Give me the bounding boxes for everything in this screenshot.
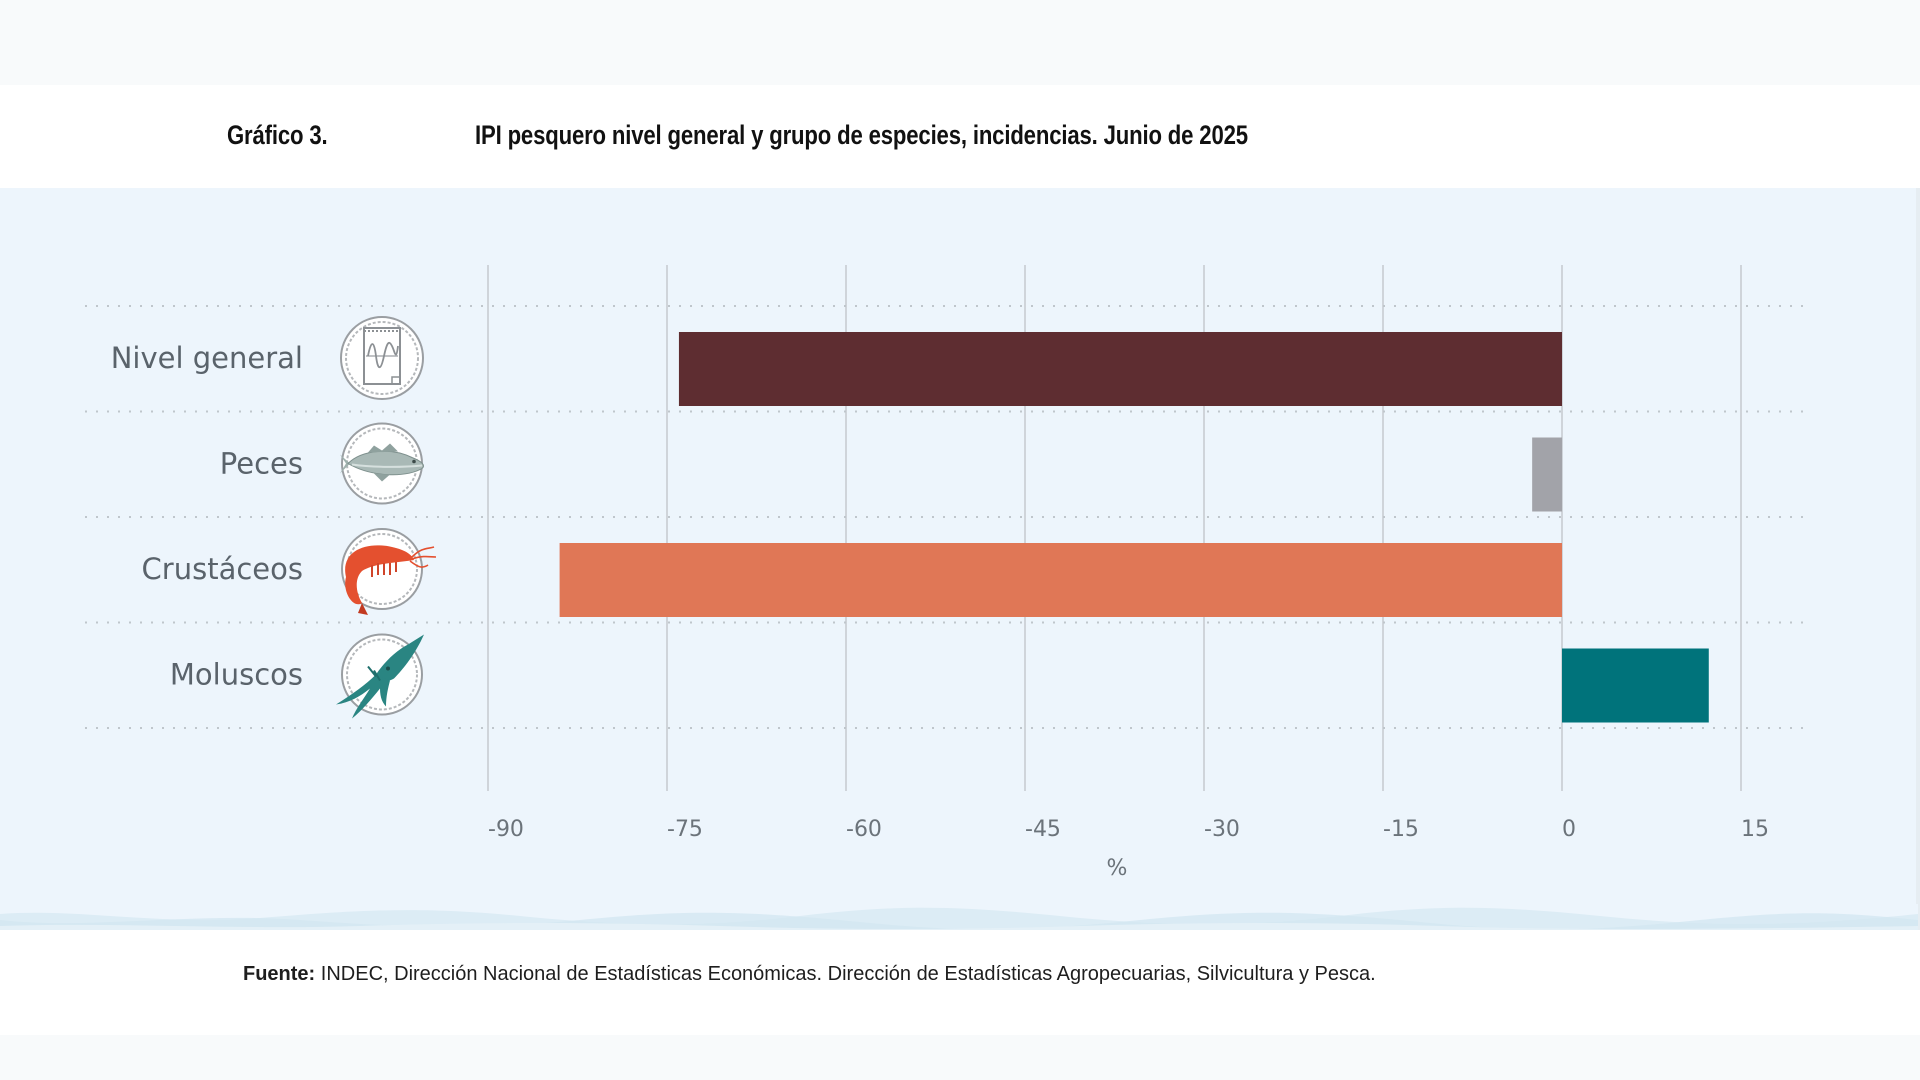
category-label: Peces: [220, 447, 303, 481]
title-band: [0, 85, 1920, 188]
category-label: Moluscos: [170, 658, 303, 692]
bar-moluscos: [1562, 648, 1709, 723]
squid-icon: [336, 633, 424, 719]
row-separators: [85, 305, 1805, 729]
shrimp-icon: [341, 528, 437, 615]
chart-document-icon: [340, 316, 424, 400]
source-text: INDEC, Dirección Nacional de Estadística…: [320, 963, 1376, 985]
x-tick-label: -30: [1204, 817, 1240, 842]
x-tick-label: 0: [1562, 817, 1576, 842]
wave-decoration: [0, 904, 1918, 932]
source-note: Fuente: INDEC, Dirección Nacional de Est…: [243, 963, 1376, 986]
x-tick-label: -45: [1025, 817, 1061, 842]
x-axis-title: %: [1107, 856, 1128, 881]
category-labels: Nivel general Peces Crustáceos Moluscos: [111, 341, 303, 692]
footer-band: [0, 930, 1920, 1035]
bar-peces: [1532, 437, 1562, 512]
panel-edge: [1916, 188, 1920, 930]
bar-crustaceos: [559, 543, 1562, 617]
x-tick-label: -60: [846, 817, 882, 842]
source-label: Fuente:: [243, 963, 316, 985]
x-tick-label: -90: [488, 817, 524, 842]
bars: [559, 332, 1709, 723]
fish-icon: [340, 422, 425, 505]
bottom-band: [0, 1035, 1920, 1080]
top-band: [0, 0, 1920, 85]
figure-title: IPI pesquero nivel general y grupo de es…: [475, 120, 1248, 150]
category-label: Nivel general: [111, 341, 303, 375]
category-icons: [336, 316, 437, 719]
x-tick-label: -15: [1383, 817, 1419, 842]
x-tick-labels: -90 -75 -60 -45 -30 -15 0 15: [488, 817, 1769, 842]
category-label: Crustáceos: [142, 552, 303, 586]
bar-nivel-general: [678, 332, 1562, 406]
x-tick-label: -75: [667, 817, 703, 842]
x-tick-label: 15: [1741, 817, 1769, 842]
figure-number: Gráfico 3.: [227, 120, 328, 150]
